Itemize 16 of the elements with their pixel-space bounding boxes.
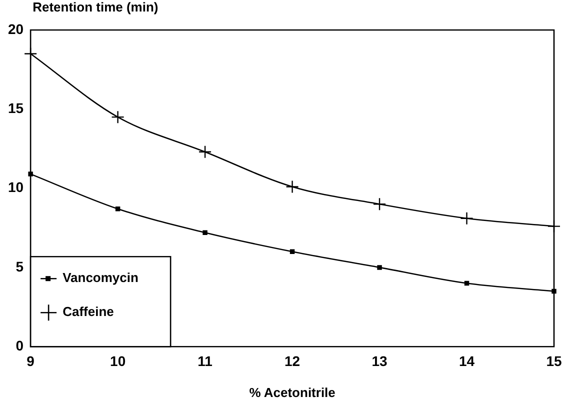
y-tick-label: 5 — [16, 258, 24, 274]
legend-label: Caffeine — [62, 304, 114, 320]
x-tick-label: 14 — [458, 352, 475, 369]
x-tick-label: 9 — [26, 352, 35, 369]
legend-label: Vancomycin — [62, 270, 138, 286]
x-tick-label: 13 — [372, 352, 388, 369]
x-axis-title: % Acetonitrile — [249, 384, 336, 400]
x-tick-label: 10 — [110, 352, 126, 369]
x-tick-label: 12 — [284, 352, 300, 369]
y-tick-label: 10 — [8, 179, 24, 196]
y-axis-title: Retention time (min) — [32, 0, 158, 15]
y-tick-label: 15 — [8, 100, 24, 116]
x-tick-label: 11 — [198, 352, 213, 369]
y-tick-label: 0 — [16, 337, 24, 354]
y-tick-label: 20 — [8, 20, 24, 37]
x-tick-label: 15 — [546, 352, 562, 369]
